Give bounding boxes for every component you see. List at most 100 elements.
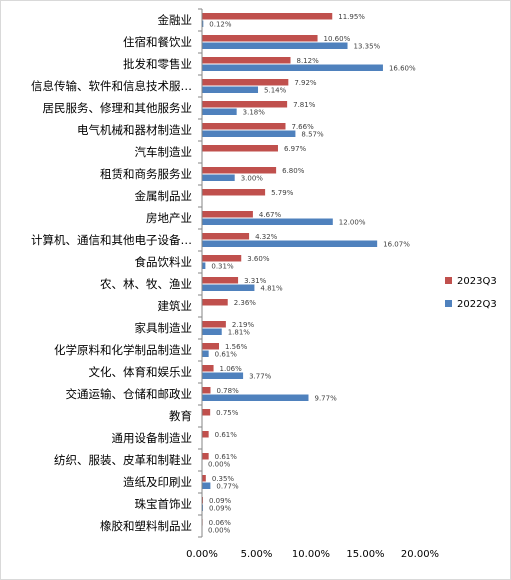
category-label: 食品饮料业 [135, 255, 193, 269]
bar-2023Q3 [202, 145, 278, 152]
category-label: 信息传输、软件和信息技术服… [31, 79, 192, 93]
category-label: 通用设备制造业 [112, 431, 193, 445]
legend-label-2023Q3: 2023Q3 [457, 276, 497, 287]
bar-2023Q3 [202, 211, 253, 218]
legend-swatch-2023Q3 [445, 277, 452, 284]
category-label: 汽车制造业 [135, 145, 193, 159]
category-label: 租赁和商务服务业 [100, 167, 192, 181]
category-label: 文化、体育和娱乐业 [89, 365, 193, 379]
bar-2023Q3 [202, 13, 333, 20]
data-label: 11.95% [338, 13, 365, 21]
legend-label-2022Q3: 2022Q3 [457, 299, 497, 310]
data-label: 0.00% [208, 461, 231, 469]
bar-2023Q3 [202, 475, 206, 482]
bar-2022Q3 [202, 262, 206, 269]
data-label: 13.35% [354, 43, 381, 51]
bar-2022Q3 [202, 108, 237, 115]
data-label: 3.60% [247, 255, 270, 263]
bar-2023Q3 [202, 431, 209, 438]
data-label: 2.36% [234, 299, 257, 307]
data-label: 12.00% [339, 219, 366, 227]
bar-2023Q3 [202, 343, 220, 350]
bar-2023Q3 [202, 387, 211, 394]
data-label: 1.56% [225, 343, 248, 351]
bar-2023Q3 [202, 101, 288, 108]
data-label: 0.61% [215, 453, 238, 461]
x-tick-label: 15.00% [346, 549, 384, 560]
category-label: 纺织、服装、皮革和制鞋业 [54, 453, 192, 467]
category-label: 造纸及印刷业 [123, 475, 192, 489]
category-label: 住宿和餐饮业 [123, 35, 192, 49]
data-label: 0.09% [209, 497, 232, 505]
data-label: 1.06% [220, 365, 243, 373]
data-label: 3.77% [249, 373, 272, 381]
bar-2023Q3 [202, 189, 266, 196]
data-label: 4.32% [255, 233, 278, 241]
bar-2022Q3 [202, 394, 309, 401]
category-label: 居民服务、修理和其他服务业 [43, 101, 193, 115]
data-label: 5.79% [271, 189, 294, 197]
bar-2022Q3 [202, 130, 296, 137]
data-label: 0.06% [209, 519, 232, 527]
data-label: 0.61% [215, 351, 238, 359]
bar-2023Q3 [202, 277, 239, 284]
data-label: 0.09% [209, 505, 232, 513]
category-label: 化学原料和化学制品制造业 [54, 343, 192, 357]
data-label: 10.60% [324, 35, 351, 43]
category-label: 计算机、通信和其他电子设备… [31, 233, 192, 247]
bar-2022Q3 [202, 42, 348, 49]
data-label: 0.61% [215, 431, 238, 439]
bar-2023Q3 [202, 35, 318, 42]
data-label: 0.78% [217, 387, 240, 395]
data-label: 7.66% [291, 123, 314, 131]
category-label: 教育 [169, 409, 192, 423]
x-tick-label: 5.00% [241, 549, 273, 560]
data-label: 4.67% [259, 211, 282, 219]
x-tick-label: 10.00% [292, 549, 330, 560]
data-label: 3.00% [241, 175, 264, 183]
bar-2023Q3 [202, 57, 291, 64]
data-label: 0.77% [216, 483, 239, 491]
bar-2023Q3 [202, 167, 277, 174]
bar-2023Q3 [202, 233, 250, 240]
data-label: 8.12% [297, 57, 320, 65]
bar-2023Q3 [202, 321, 226, 328]
data-label: 7.92% [294, 79, 317, 87]
data-label: 2.19% [232, 321, 255, 329]
data-label: 0.75% [216, 409, 239, 417]
data-label: 0.35% [212, 475, 235, 483]
bar-2022Q3 [202, 240, 378, 247]
bar-2022Q3 [202, 350, 209, 357]
bar-2023Q3 [202, 123, 286, 130]
x-tick-label: 0.00% [186, 549, 218, 560]
data-label: 16.07% [383, 241, 410, 249]
category-label: 金融业 [158, 13, 193, 27]
data-label: 3.31% [244, 277, 267, 285]
category-label: 批发和零售业 [123, 57, 192, 71]
bar-2023Q3 [202, 409, 211, 416]
data-label: 8.57% [301, 131, 324, 139]
data-label: 1.81% [228, 329, 251, 337]
data-label: 0.00% [208, 527, 231, 535]
bar-2022Q3 [202, 372, 244, 379]
bar-2022Q3 [202, 328, 222, 335]
data-label: 4.81% [260, 285, 283, 293]
category-label: 家具制造业 [135, 321, 193, 335]
category-label: 交通运输、仓储和邮政业 [66, 387, 193, 401]
bar-2022Q3 [202, 218, 333, 225]
category-label: 电气机械和器材制造业 [77, 123, 192, 137]
bar-2022Q3 [202, 64, 383, 71]
bar-2023Q3 [202, 453, 209, 460]
bar-2023Q3 [202, 365, 214, 372]
category-label: 房地产业 [146, 211, 192, 225]
bar-2023Q3 [202, 255, 242, 262]
bar-2022Q3 [202, 482, 211, 489]
bar-2023Q3 [202, 299, 228, 306]
data-label: 6.97% [284, 145, 307, 153]
data-label: 6.80% [282, 167, 305, 175]
category-label: 建筑业 [158, 299, 193, 313]
data-label: 0.12% [209, 21, 232, 29]
legend-swatch-2022Q3 [445, 300, 452, 307]
